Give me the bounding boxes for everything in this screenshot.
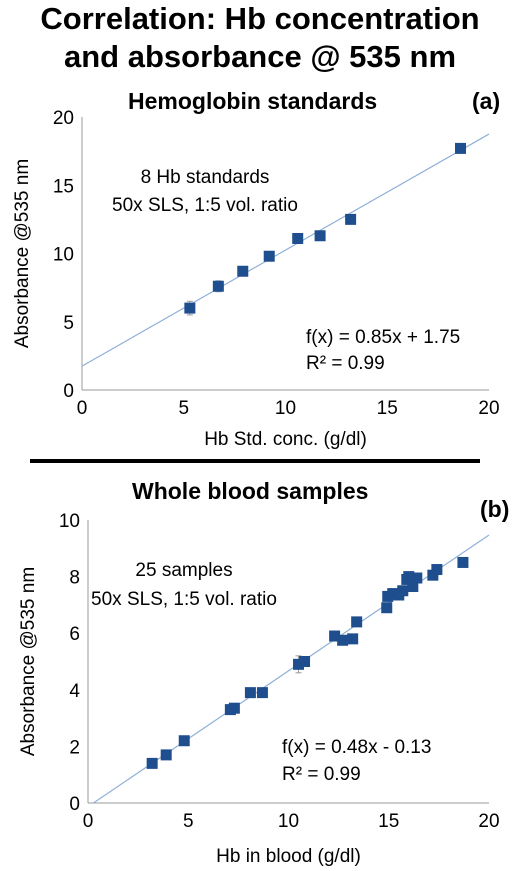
- figure-title: Correlation: Hb concentration and absorb…: [0, 0, 520, 76]
- chart-b-data-point: [411, 572, 423, 584]
- chart-b-annotation-line2: 50x SLS, 1:5 vol. ratio: [91, 589, 277, 610]
- panel-b-label: (b): [480, 496, 510, 522]
- chart-b-data-point: [228, 702, 240, 714]
- chart-a-data-point: [212, 280, 224, 292]
- chart-b-y-tick-label: 0: [69, 794, 80, 815]
- chart-a-x-tick-label: 10: [275, 398, 296, 419]
- chart-b-data-point: [146, 757, 158, 769]
- panel-a-label: (a): [472, 88, 501, 114]
- chart-a-data-point: [455, 142, 467, 154]
- chart-b-x-tick-label: 5: [183, 811, 194, 832]
- chart-b-y-tick-label: 4: [69, 681, 80, 702]
- chart-a-data-point: [292, 232, 304, 244]
- chart-a-x-tick-label: 20: [478, 398, 499, 419]
- chart-b-data-point: [347, 633, 359, 645]
- panel-b-title: Whole blood samples: [132, 478, 369, 504]
- chart-a-annotation-line1: 8 Hb standards: [141, 167, 270, 188]
- chart-a-data-point: [237, 265, 249, 277]
- chart-a-x-tick-label: 15: [377, 398, 398, 419]
- chart-b-data-point: [244, 687, 256, 699]
- chart-b-data-point: [407, 581, 419, 593]
- panel-a-title: Hemoglobin standards: [128, 88, 378, 114]
- chart-b-x-axis-label: Hb in blood (g/dl): [216, 846, 361, 867]
- chart-a-x-axis-label: Hb Std. conc. (g/dl): [204, 429, 367, 450]
- chart-a-trendline: [81, 133, 490, 367]
- chart-a-y-tick-label: 5: [63, 313, 74, 334]
- chart-b-y-axis-label: Absorbance @535 nm: [18, 567, 39, 756]
- chart-b-data-point: [403, 571, 415, 583]
- chart-b-r-squared: R² = 0.99: [282, 764, 361, 785]
- chart-b-data-point: [431, 564, 443, 576]
- chart-b-y-tick-label: 2: [69, 737, 80, 758]
- chart-b-data-point: [329, 630, 341, 642]
- chart-b-data-point: [457, 556, 469, 568]
- chart-b-annotation-line1: 25 samples: [135, 560, 232, 581]
- chart-b-data-point: [387, 588, 399, 600]
- chart-a-x-tick-label: 5: [178, 398, 189, 419]
- chart-b-trendline: [93, 534, 490, 804]
- chart-a-r-squared: R² = 0.99: [306, 353, 385, 374]
- chart-b-data-point: [160, 749, 172, 761]
- chart-b-equation: f(x) = 0.48x - 0.13: [282, 737, 431, 758]
- chart-a: 0 5 10 15 20 0 5 10 15 20 Hb Std. conc. (g/dl) Abso…: [12, 108, 500, 450]
- chart-b-data-point: [337, 634, 349, 646]
- chart-a-data-point: [184, 302, 196, 314]
- chart-b-x-tick-label: 20: [478, 811, 499, 832]
- chart-a-annotation-line2: 50x SLS, 1:5 vol. ratio: [112, 195, 298, 216]
- chart-b-data-point: [381, 602, 393, 614]
- chart-b-data-point: [397, 585, 409, 597]
- chart-b-x-tick-label: 10: [278, 811, 299, 832]
- chart-a-equation: f(x) = 0.85x + 1.75: [306, 327, 460, 348]
- chart-a-data-point: [263, 250, 275, 262]
- chart-a-data-point: [345, 213, 357, 225]
- chart-b-x-tick-label: 0: [83, 811, 94, 832]
- figure-title-line1: Correlation: Hb concentration: [40, 1, 480, 36]
- chart-a-y-tick-label: 20: [53, 108, 74, 129]
- panel-divider: [30, 459, 480, 463]
- chart-b-data-point: [351, 616, 363, 628]
- chart-b-data-point: [178, 735, 190, 747]
- chart-b-data-point: [427, 569, 439, 581]
- chart-b-x-tick-label: 15: [378, 811, 399, 832]
- chart-b-data-point: [293, 658, 305, 670]
- chart-b-y-tick-label: 8: [69, 568, 80, 589]
- chart-b-y-tick-label: 10: [59, 511, 80, 532]
- chart-a-y-axis-label: Absorbance @535 nm: [12, 159, 33, 348]
- chart-a-y-tick-label: 15: [53, 176, 74, 197]
- chart-a-data-point: [314, 230, 326, 242]
- chart-a-y-tick-label: 0: [63, 381, 74, 402]
- chart-b-y-tick-label: 6: [69, 624, 80, 645]
- chart-a-x-tick-label: 0: [77, 398, 88, 419]
- chart-a-y-tick-label: 10: [53, 245, 74, 266]
- chart-b-data-point: [299, 656, 311, 667]
- chart-b-data-point: [256, 687, 268, 699]
- figure-title-line2: and absorbance @ 535 nm: [63, 39, 457, 74]
